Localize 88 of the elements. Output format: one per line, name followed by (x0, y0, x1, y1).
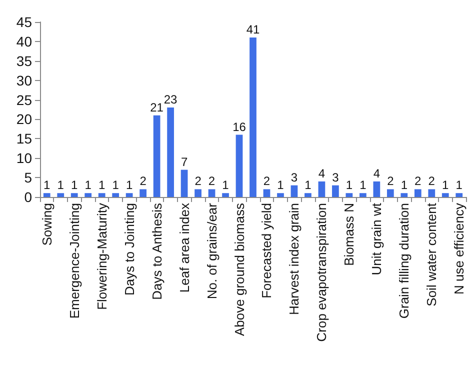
x-tick-label: Above ground biomass (232, 202, 247, 336)
data-label: 2 (387, 174, 394, 188)
y-tick-label: 15 (16, 130, 32, 147)
data-label: 1 (222, 178, 230, 192)
x-tick-label: Emergence-Jointing (66, 203, 82, 319)
bar (98, 193, 106, 197)
data-label: 23 (164, 92, 178, 107)
bar (194, 189, 202, 197)
x-tick-label: Days to Jointing (122, 203, 137, 296)
data-label: 1 (112, 178, 120, 192)
y-tick-label: 45 (16, 14, 32, 30)
bar (400, 193, 408, 197)
data-label: 1 (304, 178, 312, 192)
data-label: 1 (71, 178, 78, 192)
data-label: 4 (373, 166, 380, 180)
x-tick-label: Flowering-Maturity (94, 202, 110, 310)
x-tick-label: Days to Anthesis (149, 202, 164, 300)
y-tick-label: 35 (16, 52, 32, 69)
data-label: 2 (414, 174, 422, 188)
x-tick-label: Leaf area index (176, 202, 192, 293)
bar (346, 193, 353, 197)
data-label: 1 (126, 178, 133, 192)
data-label: 1 (442, 178, 450, 192)
data-label: 1 (84, 178, 92, 192)
bar (84, 193, 92, 197)
x-tick-label: Soil water content (424, 202, 440, 306)
bar (263, 189, 270, 197)
bar (373, 181, 380, 197)
bar (180, 170, 188, 197)
bar (167, 108, 174, 197)
y-tick-label: 40 (16, 33, 32, 50)
data-label: 2 (208, 174, 216, 188)
bar (442, 193, 449, 197)
data-label: 3 (290, 170, 298, 184)
x-tick-label: No. of grains/ear (204, 202, 220, 300)
bar (208, 189, 216, 197)
x-tick-label: Unit grain wt (369, 202, 384, 276)
data-label: 41 (246, 22, 260, 37)
bar (70, 193, 78, 197)
data-label: 1 (346, 178, 353, 192)
x-tick-label: Crop evapotranspiration (314, 203, 330, 342)
data-label: 1 (400, 178, 408, 192)
bar (386, 189, 394, 197)
bar (250, 38, 256, 197)
data-label: 1 (98, 178, 106, 192)
x-tick-label: Biomass N (342, 203, 357, 266)
bar (153, 115, 160, 197)
data-label: 2 (140, 174, 147, 188)
data-label: 2 (428, 174, 436, 188)
x-tick-label: Forecasted yield (259, 203, 274, 298)
bar (236, 134, 243, 197)
y-tick-label: 20 (16, 111, 32, 128)
bar (318, 181, 326, 197)
data-label: 4 (318, 166, 326, 180)
bar (428, 189, 436, 197)
data-label: 16 (232, 120, 246, 134)
data-label: 7 (180, 154, 188, 169)
bar (414, 189, 422, 197)
data-label: 2 (194, 174, 202, 188)
data-label: 1 (44, 178, 51, 192)
data-label: 1 (57, 178, 64, 192)
data-label: 3 (332, 170, 340, 184)
y-tick-label: 5 (24, 170, 32, 186)
x-tick-label: N use efficiency (452, 202, 467, 295)
y-tick-label: 0 (24, 189, 32, 205)
data-label: 1 (360, 178, 367, 192)
data-label: 1 (277, 178, 284, 192)
data-label: 1 (456, 178, 463, 192)
bar (456, 193, 463, 197)
x-tick-label: Sowing (39, 203, 54, 246)
bar (112, 193, 120, 197)
bar (290, 185, 298, 197)
bar (140, 189, 146, 197)
x-tick-label: Grain filling duration (396, 203, 412, 319)
bar (126, 193, 133, 197)
data-label: 2 (263, 174, 270, 188)
bar (332, 185, 339, 197)
bar (277, 193, 284, 197)
y-tick-label: 30 (16, 72, 32, 88)
y-tick-label: 10 (16, 150, 32, 166)
bar (222, 193, 229, 197)
bar (57, 193, 64, 197)
bar (304, 193, 312, 197)
bar (360, 193, 366, 197)
data-label: 21 (150, 100, 164, 114)
y-tick-label: 25 (16, 92, 32, 108)
bar (43, 193, 50, 197)
x-tick-label: Harvest index grain (286, 203, 302, 315)
